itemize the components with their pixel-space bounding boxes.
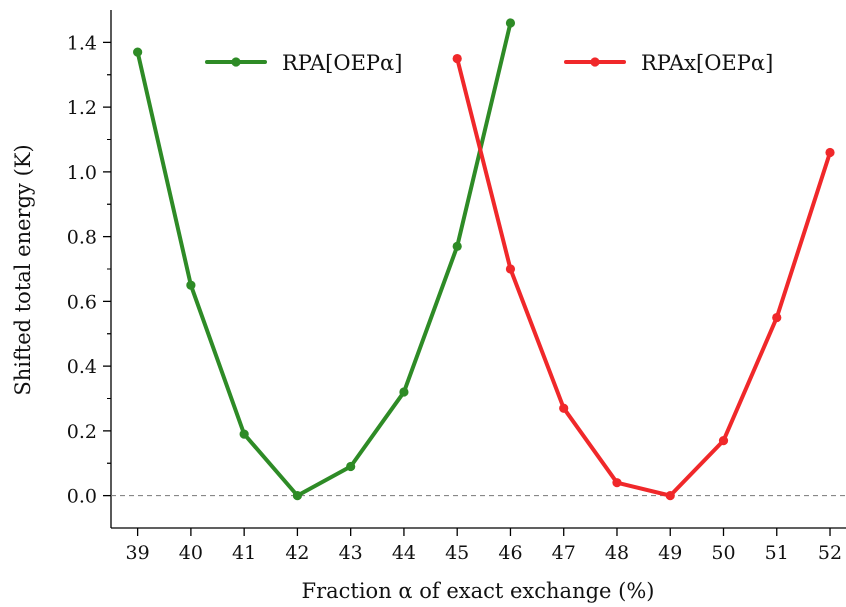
legend-marker-2 — [590, 57, 600, 67]
data-point — [292, 491, 303, 501]
series-group — [133, 18, 835, 501]
x-tick-label: 43 — [339, 542, 363, 564]
data-point — [772, 312, 782, 323]
data-point — [399, 387, 409, 397]
data-point — [505, 18, 516, 28]
y-tick-label: 1.2 — [67, 97, 97, 119]
y-tick-label: 0.0 — [67, 486, 97, 508]
legend-marker-1 — [231, 57, 241, 67]
ticks-group: 39 40 41 42 43 44 45 46 47 48 49 50 51 52 0.0 0.2 0.4 0.6… — [67, 32, 842, 564]
data-point — [346, 461, 356, 472]
legend-label-2: RPAx[OEPα] — [641, 51, 773, 75]
x-tick-label: 49 — [658, 542, 682, 564]
x-tick-label: 41 — [232, 542, 256, 564]
y-axis-label: Shifted total energy (K) — [11, 144, 35, 395]
data-point — [186, 280, 196, 290]
series-line-2 — [455, 56, 833, 498]
y-tick-label: 0.6 — [67, 291, 97, 313]
data-point — [718, 435, 729, 446]
data-point — [559, 403, 569, 413]
x-tick-label: 45 — [445, 542, 469, 564]
y-tick-label: 0.8 — [67, 227, 97, 249]
data-point — [612, 478, 622, 488]
data-point — [505, 264, 516, 274]
x-axis-label: Fraction α of exact exchange (%) — [302, 579, 655, 603]
x-tick-label: 50 — [711, 542, 735, 564]
axes-group — [110, 10, 846, 529]
y-tick-label: 1.0 — [67, 162, 97, 184]
legend-group: RPA[OEPα] RPAx[OEPα] — [205, 51, 773, 75]
data-point — [239, 429, 249, 439]
series-line-1 — [135, 20, 513, 498]
y-tick-label: 0.2 — [67, 421, 97, 443]
x-tick-label: 42 — [285, 542, 309, 564]
x-tick-label: 46 — [498, 542, 522, 564]
y-tick-label: 1.4 — [67, 32, 97, 54]
data-point — [133, 47, 143, 57]
x-tick-label: 44 — [392, 542, 416, 564]
data-point — [665, 491, 675, 501]
y-tick-label: 0.4 — [67, 356, 97, 378]
data-point — [825, 147, 835, 158]
data-point — [452, 53, 462, 64]
legend-label-1: RPA[OEPα] — [282, 51, 402, 75]
data-point — [452, 241, 462, 251]
x-tick-label: 47 — [552, 542, 576, 564]
x-tick-label: 48 — [605, 542, 629, 564]
x-tick-label: 39 — [126, 542, 150, 564]
x-tick-label: 40 — [179, 542, 203, 564]
x-tick-label: 51 — [765, 542, 789, 564]
x-tick-label: 52 — [818, 542, 842, 564]
